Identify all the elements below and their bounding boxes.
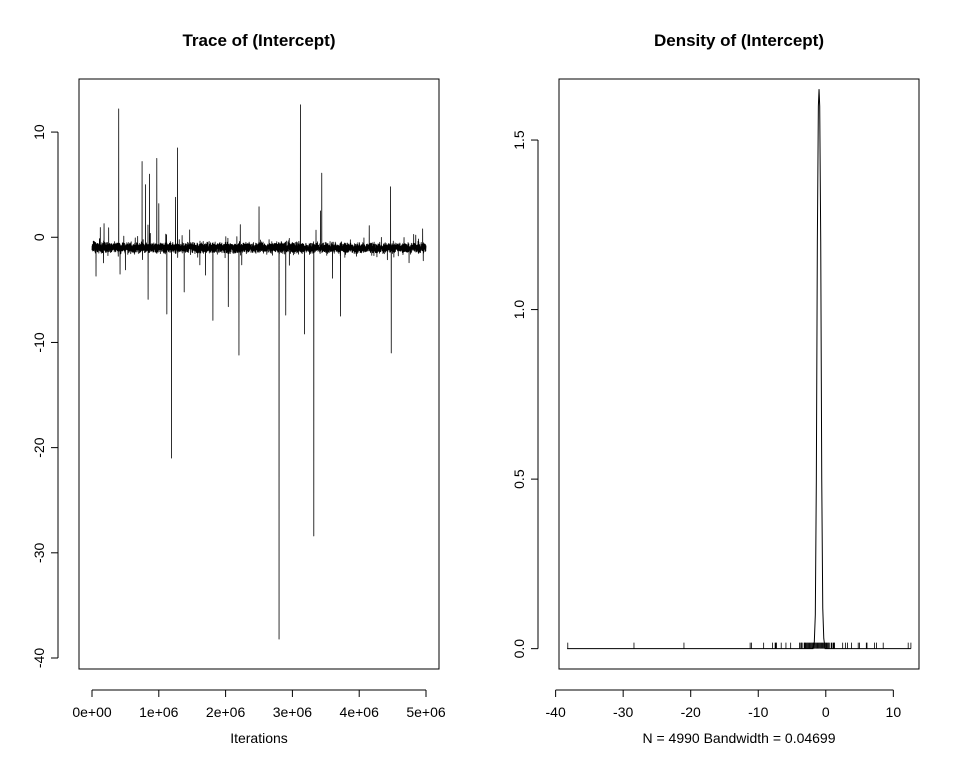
trace-x-axis: 0e+00 1e+06 2e+06 3e+06 4e+06 5e+06	[72, 689, 446, 720]
trace-y-tick-label: -40	[31, 648, 47, 668]
density-x-axis: -40 -30 -20 -10 0 10	[546, 689, 902, 720]
density-x-tick-label: -20	[681, 704, 701, 720]
trace-x-tick-label: 3e+06	[273, 704, 313, 720]
trace-x-axis-label: Iterations	[230, 730, 288, 746]
trace-panel: Trace of (Intercept) 0e+00 1e+06 2e+06 3e+0…	[31, 31, 446, 746]
trace-x-tick-label: 1e+06	[139, 704, 179, 720]
trace-y-tick-label: -20	[31, 437, 47, 457]
density-plot-box	[558, 78, 920, 670]
density-title: Density of (Intercept)	[654, 31, 824, 50]
density-x-tick-label: -30	[613, 704, 633, 720]
trace-title: Trace of (Intercept)	[182, 31, 335, 50]
trace-y-tick-label: 0	[31, 233, 47, 241]
density-y-tick-label: 1.5	[511, 130, 527, 150]
trace-y-tick-label: -30	[31, 542, 47, 562]
density-y-tick-label: 0.0	[511, 639, 527, 659]
trace-line	[91, 104, 427, 640]
density-x-tick-label: -10	[748, 704, 768, 720]
trace-x-tick-label: 5e+06	[406, 704, 446, 720]
trace-plot-box	[78, 78, 440, 670]
trace-y-axis: -40 -30 -20 -10 0 10	[31, 124, 59, 668]
trace-x-tick-label: 4e+06	[340, 704, 380, 720]
trace-y-tick-label: 10	[31, 124, 47, 140]
density-y-tick-label: 0.5	[511, 469, 527, 489]
trace-series	[91, 104, 427, 640]
density-x-axis-label: N = 4990 Bandwidth = 0.04699	[642, 730, 835, 746]
trace-x-tick-label: 2e+06	[206, 704, 246, 720]
density-panel: Density of (Intercept) -40 -30 -20 -10 0 10 0…	[511, 31, 920, 746]
density-curve	[567, 89, 911, 650]
trace-y-tick-label: -10	[31, 332, 47, 352]
density-series	[567, 89, 912, 650]
trace-x-tick-label: 0e+00	[72, 704, 112, 720]
density-x-tick-label: 10	[886, 704, 902, 720]
density-y-axis: 0.0 0.5 1.0 1.5	[511, 130, 539, 659]
density-x-tick-label: -40	[546, 704, 566, 720]
density-x-tick-label: 0	[822, 704, 830, 720]
density-y-tick-label: 1.0	[511, 300, 527, 320]
